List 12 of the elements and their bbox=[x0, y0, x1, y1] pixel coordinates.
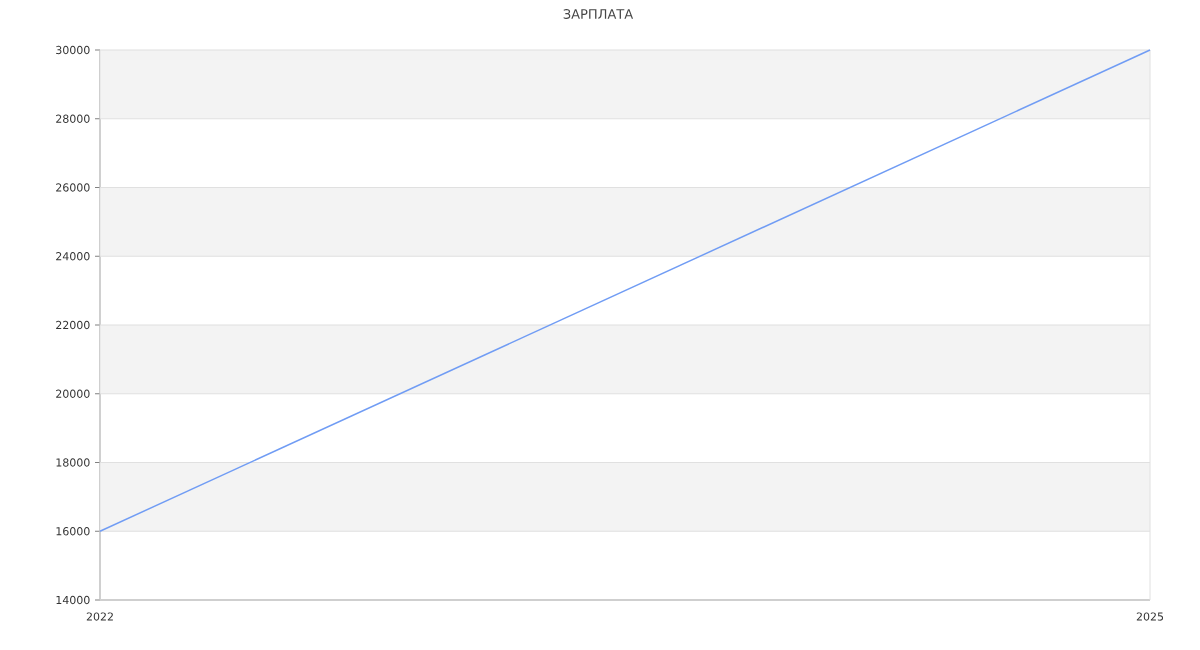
y-tick-label: 26000 bbox=[56, 183, 90, 192]
x-tick-label: 2025 bbox=[1136, 612, 1164, 621]
chart-title: ЗАРПЛАТА bbox=[563, 9, 634, 19]
y-tick-label: 14000 bbox=[56, 595, 90, 605]
y-tick-label: 28000 bbox=[56, 114, 90, 123]
y-tick-label: 16000 bbox=[56, 527, 90, 536]
y-tick-label: 24000 bbox=[56, 252, 90, 261]
y-tick-label: 18000 bbox=[56, 458, 90, 467]
y-tick-label: 20000 bbox=[56, 389, 90, 398]
y-tick-label: 30000 bbox=[56, 45, 90, 55]
x-tick-label: 2022 bbox=[86, 612, 113, 621]
y-tick-label: 22000 bbox=[56, 320, 90, 330]
